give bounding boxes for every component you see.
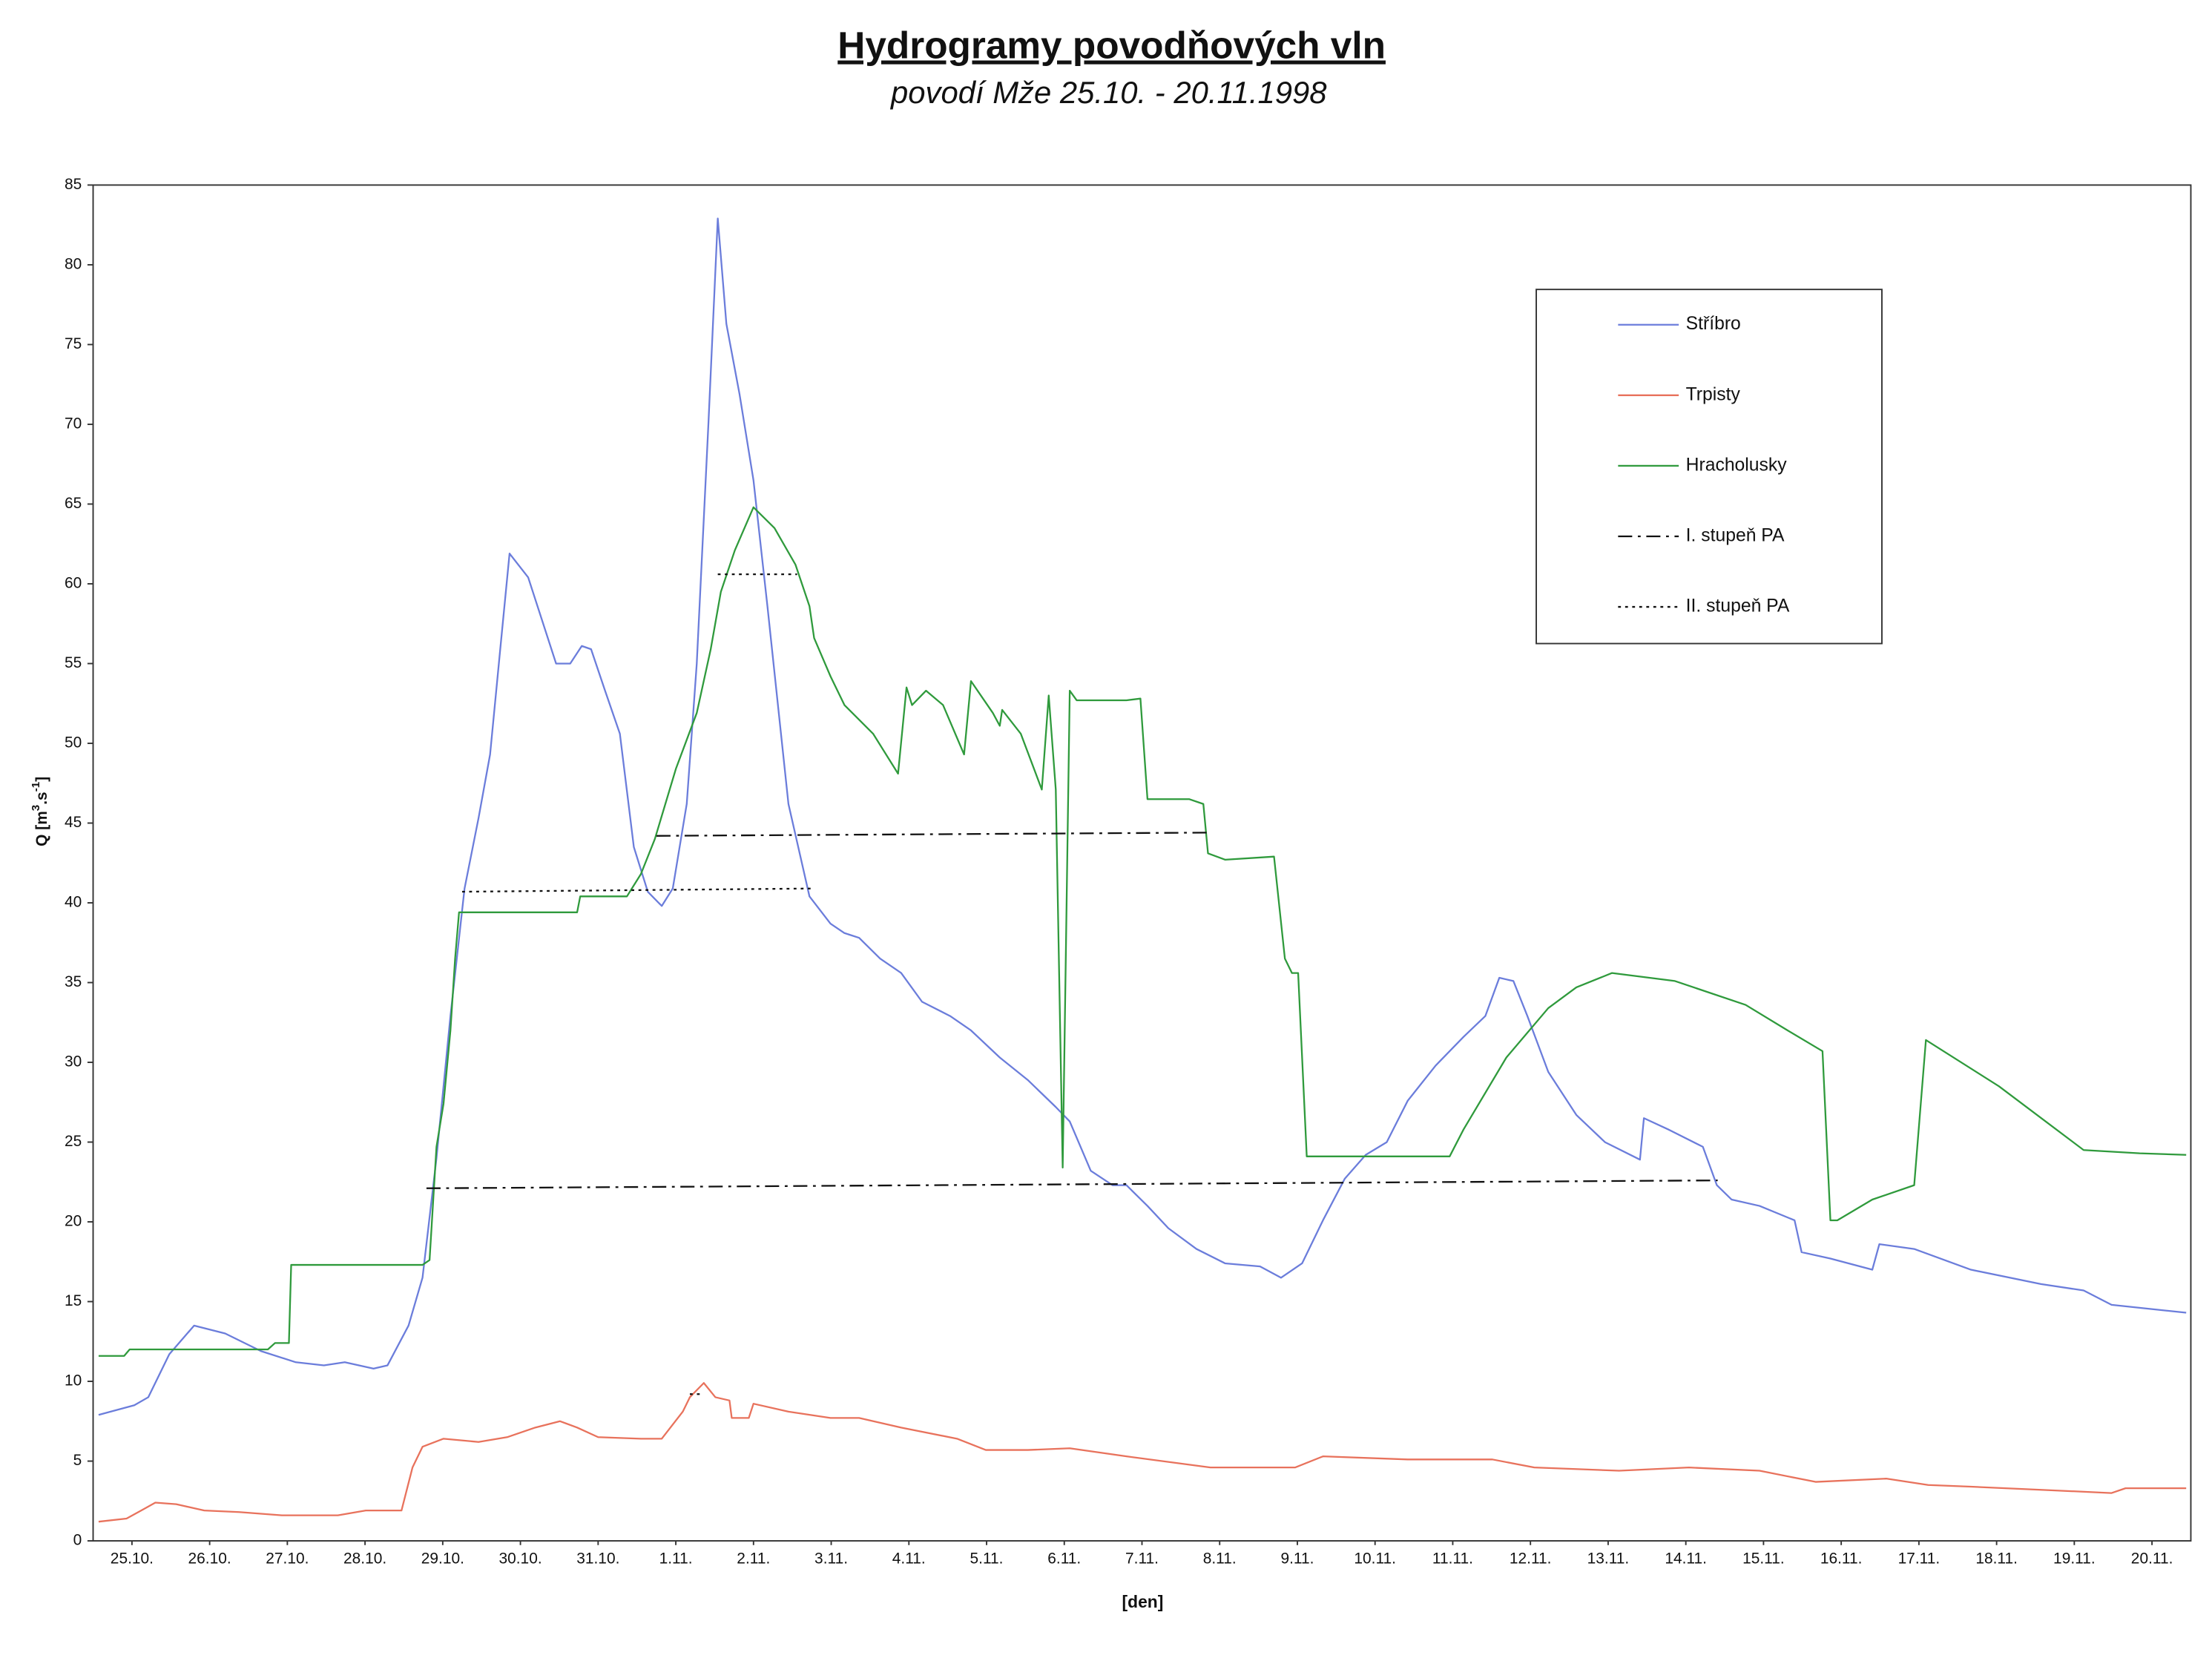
y-tick-label: 45	[65, 814, 82, 831]
y-axis-label-part: ]	[33, 777, 50, 782]
x-tick-label: 9.11.	[1280, 1550, 1314, 1567]
x-tick-label: 2.11.	[737, 1550, 770, 1567]
y-tick-label: 80	[65, 255, 82, 272]
series-line	[462, 573, 814, 1395]
y-tick-label: 40	[65, 894, 82, 911]
y-tick-label: 25	[65, 1133, 82, 1150]
chart-title: Hydrogramy povodňových vln	[837, 24, 1386, 67]
x-tick-label: 29.10.	[421, 1550, 464, 1567]
legend-label: II. stupeň PA	[1686, 596, 1790, 616]
series-line	[98, 1382, 2187, 1523]
x-tick-label: 12.11.	[1510, 1550, 1552, 1567]
y-tick-label: 0	[73, 1532, 82, 1549]
x-tick-label: 19.11.	[2053, 1550, 2096, 1567]
x-tick-label: 3.11.	[814, 1550, 848, 1567]
y-tick-label: 50	[65, 734, 82, 751]
x-tick-label: 11.11.	[1432, 1550, 1473, 1567]
series-line	[98, 217, 2187, 1416]
x-tick-label: 16.11.	[1820, 1550, 1863, 1567]
y-tick-label: 35	[65, 973, 82, 990]
y-axis-label-part: Q [m	[33, 811, 50, 846]
y-tick-label: 10	[65, 1372, 82, 1389]
x-axis-label: [den]	[1122, 1592, 1164, 1611]
y-tick-label: 30	[65, 1053, 82, 1070]
x-tick-label: 15.11.	[1742, 1550, 1785, 1567]
legend-label: Hracholusky	[1686, 455, 1788, 475]
x-tick-label: 31.10.	[576, 1550, 619, 1567]
y-tick-label: 85	[65, 176, 82, 193]
x-tick-label: 17.11.	[1898, 1550, 1941, 1567]
x-tick-label: 10.11.	[1354, 1550, 1396, 1567]
y-tick-label: 60	[65, 574, 82, 591]
y-tick-label: 5	[73, 1452, 82, 1469]
y-tick-label: 15	[65, 1292, 82, 1309]
x-tick-label: 18.11.	[1975, 1550, 2018, 1567]
x-tick-label: 1.11.	[659, 1550, 693, 1567]
y-tick-label: 20	[65, 1213, 82, 1230]
x-tick-label: 7.11.	[1125, 1550, 1159, 1567]
series-line	[426, 832, 1718, 1189]
legend-label: Trpisty	[1686, 384, 1741, 404]
legend-label: Stříbro	[1686, 314, 1741, 334]
chart-subtitle: povodí Mže 25.10. - 20.11.1998	[889, 75, 1327, 110]
x-tick-label: 13.11.	[1587, 1550, 1630, 1567]
x-tick-label: 20.11.	[2131, 1550, 2173, 1567]
y-tick-label: 70	[65, 415, 82, 432]
series-line	[98, 506, 2187, 1357]
y-tick-label: 55	[65, 654, 82, 671]
x-tick-label: 30.10.	[499, 1550, 542, 1567]
y-tick-label: 75	[65, 335, 82, 352]
y-axis-label-part: -1	[30, 781, 42, 792]
x-tick-label: 27.10.	[266, 1550, 309, 1567]
legend-box	[1535, 289, 1883, 645]
y-tick-label: 65	[65, 495, 82, 512]
x-tick-label: 28.10.	[343, 1550, 386, 1567]
x-tick-label: 26.10.	[188, 1550, 231, 1567]
x-tick-label: 5.11.	[970, 1550, 1004, 1567]
y-axis-label-part: .s	[33, 792, 50, 804]
x-tick-label: 25.10.	[111, 1550, 154, 1567]
y-axis-label: Q [m3.s-1]	[30, 777, 50, 846]
x-tick-label: 14.11.	[1665, 1550, 1707, 1567]
x-tick-label: 4.11.	[892, 1550, 926, 1567]
x-tick-label: 8.11.	[1203, 1550, 1237, 1567]
legend-label: I. stupeň PA	[1686, 526, 1785, 546]
y-axis-label-part: 3	[30, 805, 42, 811]
x-tick-label: 6.11.	[1047, 1550, 1081, 1567]
